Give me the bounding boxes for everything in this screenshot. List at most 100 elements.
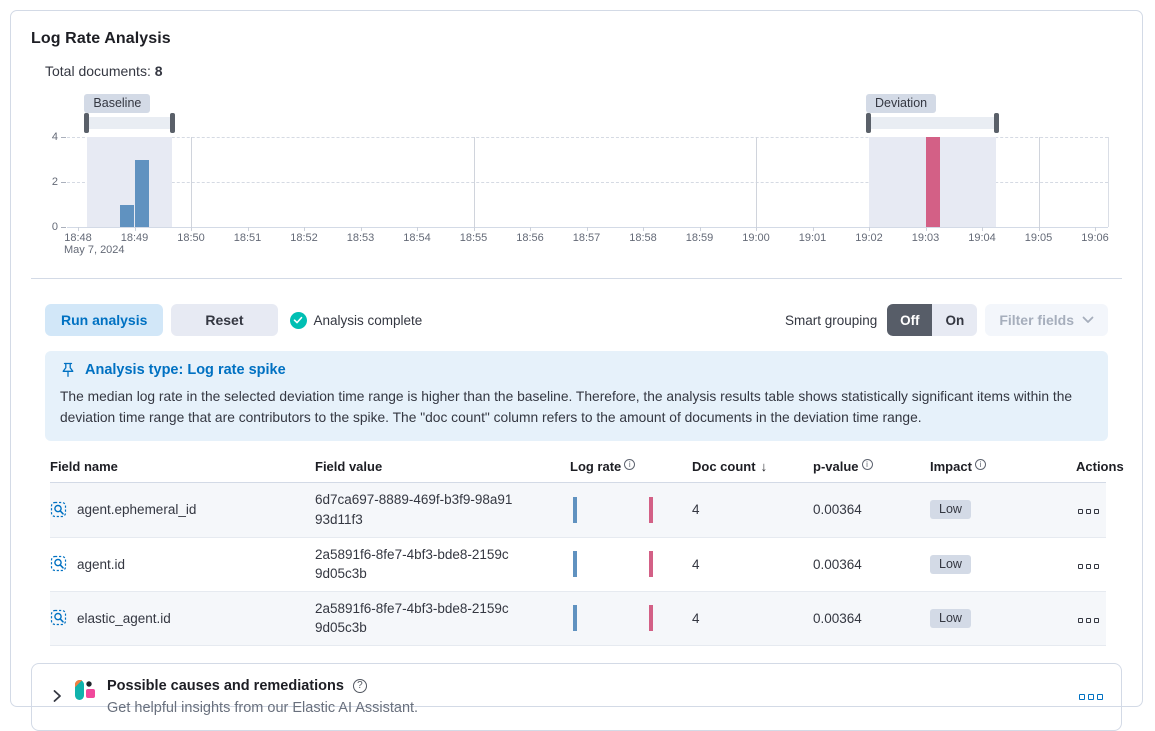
deviation-brush-handle-right[interactable] (994, 113, 1000, 133)
reset-button[interactable]: Reset (171, 304, 278, 336)
doc-count-value: 4 (692, 536, 813, 592)
gridline-horizontal (67, 137, 1108, 138)
row-actions-button[interactable] (1076, 507, 1101, 516)
total-documents-label: Total documents: (45, 63, 151, 79)
x-axis-label: 19:01 (798, 232, 827, 244)
x-axis-tick (360, 227, 362, 231)
x-axis-label: 19:04 (968, 232, 996, 244)
analysis-results-table: Field name Field value Log rate Doc coun… (50, 454, 1124, 646)
page-title: Log Rate Analysis (31, 30, 171, 47)
field-value: 2a5891f6-8fe7-4bf3-bde8-2159c9d05c3b (315, 546, 509, 582)
log-rate-mini-histogram (570, 496, 658, 524)
impact-badge: Low (930, 500, 971, 520)
x-axis-tick (417, 227, 418, 231)
filter-fields-button[interactable]: Filter fields (985, 304, 1108, 336)
x-axis-tick (1038, 227, 1040, 231)
x-axis-tick (473, 227, 475, 231)
x-axis-label: 18:49 (120, 232, 149, 244)
analysis-type-callout: Analysis type: Log rate spike The median… (45, 351, 1108, 442)
x-axis-label: 19:00 (742, 232, 770, 244)
field-search-icon[interactable] (50, 609, 68, 627)
x-axis-label: 18:56 (516, 232, 544, 244)
x-axis-label: 18:55 (459, 232, 488, 244)
info-icon[interactable] (624, 459, 636, 471)
baseline-histogram-bar[interactable] (120, 204, 135, 227)
row-actions-button[interactable] (1076, 616, 1101, 625)
baseline-brush-track[interactable] (87, 117, 173, 129)
deviation-badge: Deviation (866, 94, 937, 113)
x-axis-tick (586, 227, 588, 231)
doc-count-value: 4 (692, 482, 813, 537)
deviation-brush-track[interactable] (869, 117, 997, 129)
info-icon[interactable] (974, 459, 986, 471)
log-rate-mini-histogram (570, 550, 658, 578)
field-value: 6d7ca697-8889-469f-b3f9-98a9193d11f3 (315, 492, 513, 527)
x-axis-tick (247, 227, 249, 231)
accordion-title: Possible causes and remediations (107, 677, 344, 694)
x-axis-label: 19:02 (855, 232, 883, 244)
x-axis-tick (925, 227, 927, 231)
doc-count-value: 4 (692, 590, 813, 646)
table-row: elastic_agent.id 2a5891f6-8fe7-4bf3-bde8… (50, 590, 1106, 646)
analysis-status: Analysis complete (289, 311, 423, 329)
x-axis-tick (869, 227, 870, 231)
accordion-actions-button[interactable] (1077, 692, 1105, 702)
deviation-brush-handle-left[interactable] (866, 113, 871, 133)
baseline-brush-handle-left[interactable] (84, 113, 90, 133)
callout-body: The median log rate in the selected devi… (60, 389, 1073, 425)
row-actions-button[interactable] (1076, 562, 1101, 571)
x-axis-tick (699, 227, 701, 231)
field-name: agent.id (77, 556, 126, 572)
plot-right-border (1108, 137, 1109, 227)
y-axis-label: 2 (51, 176, 58, 188)
field-search-icon[interactable] (50, 501, 68, 519)
controls-row: Run analysis Reset Analysis complete Sma… (45, 304, 1108, 336)
expand-chevron-right-icon[interactable] (48, 688, 66, 706)
x-axis-tick (1095, 227, 1096, 231)
x-axis-tick (812, 227, 814, 231)
help-icon[interactable] (352, 678, 367, 693)
log-rate-mini-histogram (570, 604, 658, 632)
smart-grouping-label: Smart grouping (785, 312, 878, 328)
x-axis-tick (304, 227, 305, 231)
x-axis-label: 18:52 (290, 232, 318, 244)
p-value-value: 0.00364 (813, 536, 930, 592)
x-axis-label: 18:48 (64, 232, 92, 244)
field-name: elastic_agent.id (77, 610, 171, 626)
field-name: agent.ephemeral_id (77, 502, 197, 518)
baseline-mini-bar (573, 605, 577, 632)
chart-plot-area[interactable]: 18:48 18:49 18:50 18:51 18:52 18:53 18:54 18:55… (61, 90, 1113, 262)
p-value-value: 0.00364 (813, 482, 930, 537)
info-icon[interactable] (861, 459, 873, 471)
x-axis-label: 19:05 (1024, 232, 1053, 244)
x-axis-tick (982, 227, 983, 231)
smart-grouping-off-button[interactable]: Off (887, 304, 933, 336)
possible-causes-accordion: Possible causes and remediations Get hel… (31, 662, 1122, 731)
y-axis-label: 4 (51, 131, 58, 143)
column-header-doc-count[interactable]: Doc count (692, 454, 813, 484)
baseline-badge: Baseline (84, 94, 151, 113)
smart-grouping-on-button[interactable]: On (932, 304, 977, 336)
table-header-row: Field name Field value Log rate Doc coun… (50, 454, 1124, 484)
column-header-actions: Actions (1076, 454, 1124, 484)
accordion-subtitle: Get helpful insights from our Elastic AI… (107, 699, 419, 716)
run-analysis-button[interactable]: Run analysis (45, 304, 164, 336)
x-axis-tick (134, 227, 136, 231)
deviation-mini-bar (649, 496, 653, 523)
gridline-vertical (1038, 137, 1040, 227)
y-axis-tick (61, 182, 66, 183)
p-value-value: 0.00364 (813, 590, 930, 646)
results-table-wrap: Field name Field value Log rate Doc coun… (50, 454, 1124, 646)
deviation-histogram-bar[interactable] (925, 137, 940, 227)
baseline-histogram-bar[interactable] (134, 159, 149, 227)
deviation-mini-bar (649, 551, 653, 578)
gridline-horizontal (67, 182, 1108, 183)
y-axis: 4 2 0 (31, 90, 67, 262)
field-search-icon[interactable] (50, 555, 68, 573)
analysis-status-label: Analysis complete (313, 312, 423, 328)
x-axis-tick (756, 227, 757, 231)
x-axis-tick (191, 227, 192, 231)
baseline-brush-handle-right[interactable] (170, 113, 176, 133)
divider (31, 278, 1122, 279)
